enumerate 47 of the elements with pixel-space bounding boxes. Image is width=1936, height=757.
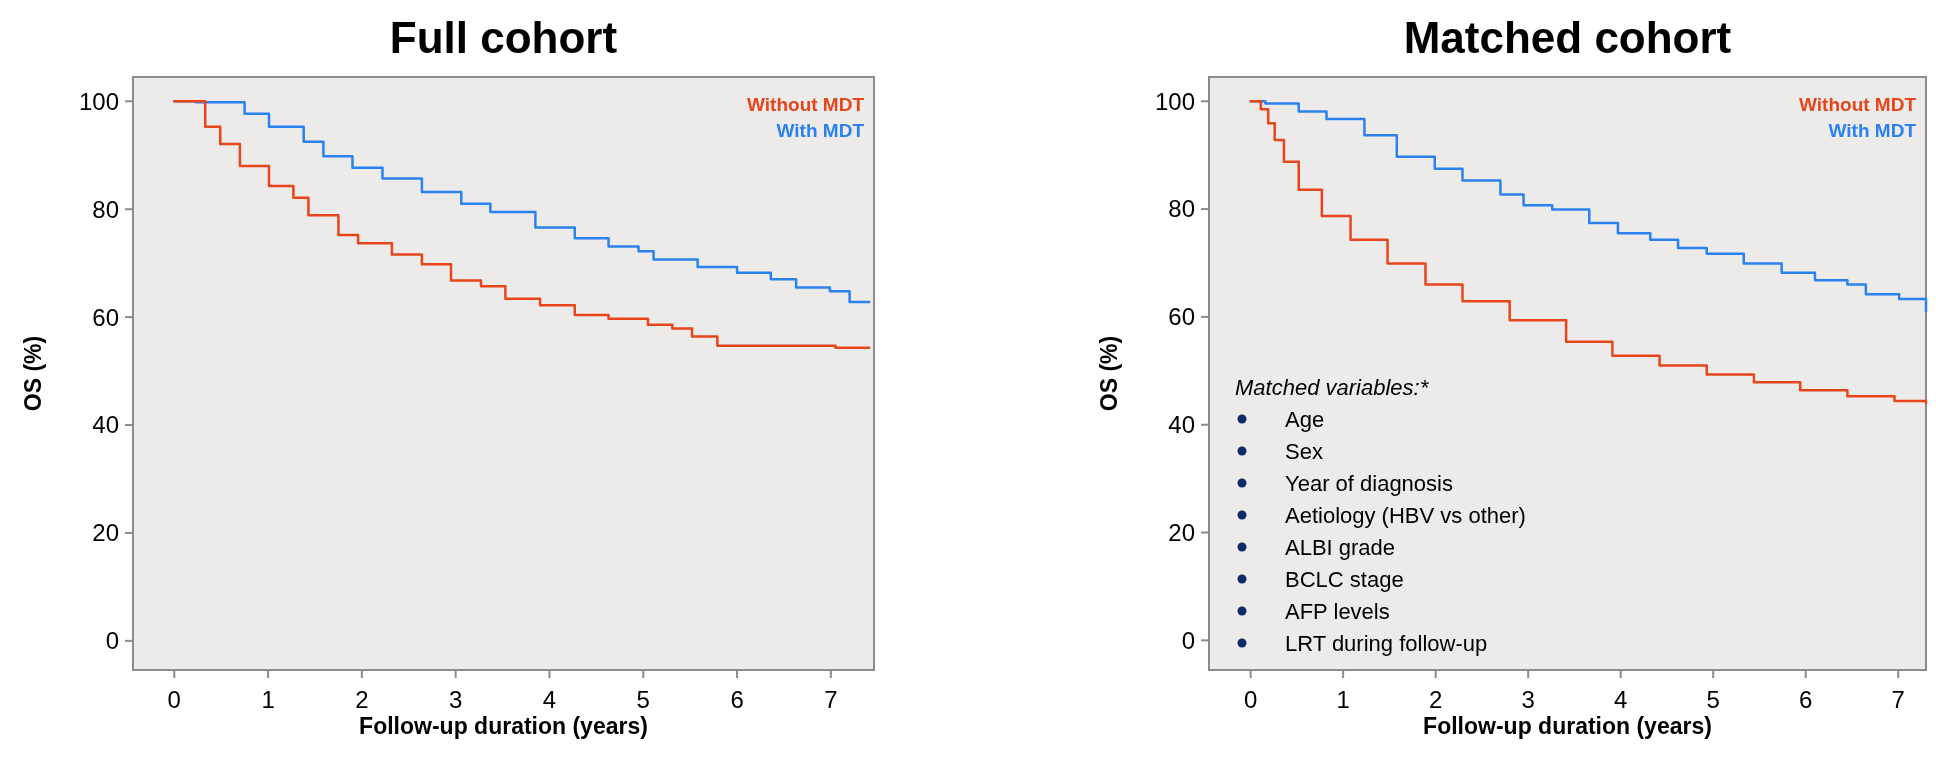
x-axis-title: Follow-up duration (years)	[1423, 713, 1712, 739]
annotation: Matched variables:*	[1235, 375, 1430, 400]
x-tick-label: 3	[448, 686, 463, 713]
chart-title: Full cohort	[389, 13, 618, 62]
y-tick-label: 100	[1154, 87, 1195, 115]
y-axis-title: OS (%)	[20, 335, 46, 412]
x-tick-label: 1	[261, 686, 275, 713]
x-tick-label: 4	[542, 686, 557, 713]
annotation: LRT during follow-up	[1285, 631, 1488, 656]
annotation: Age	[1285, 407, 1325, 432]
x-axis-title: Follow-up duration (years)	[359, 713, 648, 739]
text: With MDT	[776, 120, 865, 141]
x-tick-label: 2	[1428, 686, 1443, 713]
y-tick-label: 20	[92, 519, 119, 547]
y-tick-label: 60	[92, 303, 119, 331]
y-tick-label: 0	[1181, 626, 1195, 654]
x-tick-label: 3	[1521, 686, 1535, 713]
x-tick-label: 7	[824, 686, 838, 713]
x-tick-label: 1	[1336, 686, 1350, 713]
y-tick-label: 40	[1168, 411, 1195, 439]
x-tick-label: 0	[1243, 686, 1258, 713]
x-tick-label: 5	[1706, 686, 1720, 713]
x-tick-label: 0	[167, 686, 181, 713]
chart-title: Matched cohort	[1403, 13, 1732, 62]
text: With MDT	[1828, 120, 1917, 141]
y-tick-label: 20	[1168, 518, 1195, 546]
annotation: Aetiology (HBV vs other)	[1285, 503, 1526, 528]
annotation: BCLC stage	[1285, 567, 1404, 592]
x-tick-label: 7	[1891, 686, 1905, 713]
y-tick-label: 60	[1168, 303, 1195, 331]
x-tick-label: 4	[1614, 686, 1628, 713]
y-axis-title: OS (%)	[1096, 335, 1122, 412]
y-tick-label: 100	[78, 87, 119, 115]
annotation: Sex	[1285, 439, 1323, 464]
x-tick-label: 5	[636, 686, 650, 713]
annotation: AFP levels	[1285, 599, 1390, 624]
x-tick-label: 2	[355, 686, 369, 713]
annotation: ALBI grade	[1285, 535, 1396, 560]
text: Without MDT	[747, 94, 865, 115]
y-tick-label: 0	[105, 627, 119, 655]
y-tick-label: 40	[92, 411, 119, 439]
y-tick-label: 80	[92, 195, 119, 223]
annotation: Year of diagnosis	[1285, 471, 1453, 496]
x-tick-label: 6	[730, 686, 744, 713]
y-tick-label: 80	[1168, 195, 1195, 223]
x-tick-label: 6	[1799, 686, 1813, 713]
text: Without MDT	[1799, 94, 1917, 115]
